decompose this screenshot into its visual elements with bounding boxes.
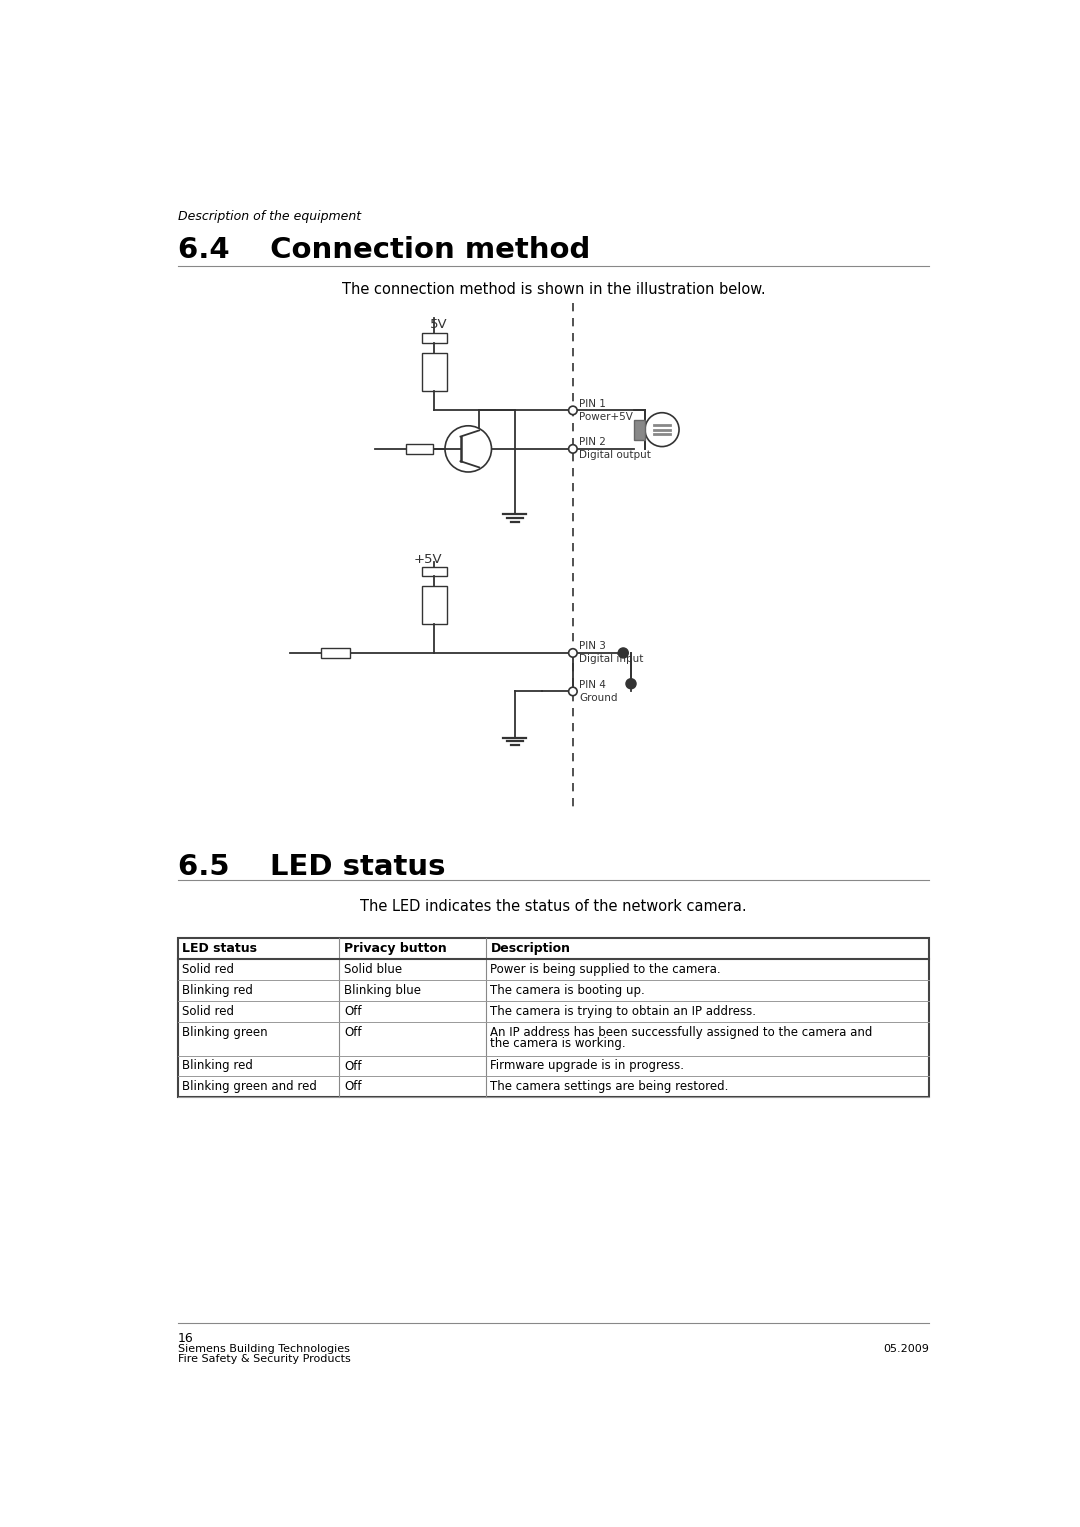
- Text: Power+5V: Power+5V: [579, 412, 633, 421]
- Bar: [422, 586, 446, 625]
- Text: Siemens Building Technologies: Siemens Building Technologies: [177, 1344, 350, 1353]
- Text: Blinking blue: Blinking blue: [343, 983, 421, 997]
- Bar: [422, 353, 446, 391]
- Circle shape: [626, 678, 636, 689]
- Circle shape: [445, 426, 491, 472]
- Circle shape: [568, 444, 577, 454]
- Text: Power is being supplied to the camera.: Power is being supplied to the camera.: [490, 964, 721, 976]
- Bar: [634, 420, 645, 440]
- Text: +5V: +5V: [414, 553, 443, 567]
- Text: LED status: LED status: [183, 942, 257, 954]
- Bar: [321, 649, 350, 658]
- Circle shape: [618, 647, 629, 658]
- Bar: [422, 567, 446, 576]
- Text: Blinking green and red: Blinking green and red: [183, 1080, 318, 1093]
- Circle shape: [568, 687, 577, 696]
- Circle shape: [568, 406, 577, 415]
- Text: 6.4    Connection method: 6.4 Connection method: [177, 235, 590, 264]
- Text: PIN 4: PIN 4: [579, 680, 606, 690]
- Text: Blinking green: Blinking green: [183, 1026, 268, 1038]
- Text: Digital input: Digital input: [579, 655, 644, 664]
- Text: Description: Description: [490, 942, 570, 954]
- Text: 05.2009: 05.2009: [883, 1344, 930, 1353]
- Text: PIN 1: PIN 1: [579, 399, 606, 409]
- Text: Firmware upgrade is in progress.: Firmware upgrade is in progress.: [490, 1060, 685, 1072]
- Text: Solid red: Solid red: [183, 964, 234, 976]
- Text: 5V: 5V: [430, 318, 447, 331]
- Text: The camera is trying to obtain an IP address.: The camera is trying to obtain an IP add…: [490, 1005, 756, 1019]
- Text: An IP address has been successfully assigned to the camera and: An IP address has been successfully assi…: [490, 1026, 873, 1038]
- Text: Blinking red: Blinking red: [183, 983, 253, 997]
- Bar: [422, 333, 446, 342]
- Text: Solid red: Solid red: [183, 1005, 234, 1019]
- Text: 6.5    LED status: 6.5 LED status: [177, 854, 445, 881]
- Circle shape: [645, 412, 679, 446]
- Text: Ground: Ground: [579, 693, 618, 702]
- Text: Off: Off: [343, 1080, 362, 1093]
- Text: PIN 2: PIN 2: [579, 437, 606, 447]
- Text: Description of the equipment: Description of the equipment: [177, 211, 361, 223]
- Bar: [177, 938, 930, 1098]
- Text: The LED indicates the status of the network camera.: The LED indicates the status of the netw…: [361, 899, 746, 915]
- Bar: [406, 444, 433, 454]
- Text: The camera is booting up.: The camera is booting up.: [490, 983, 645, 997]
- Text: the camera is working.: the camera is working.: [490, 1037, 626, 1051]
- Text: 16: 16: [177, 1332, 193, 1345]
- Text: PIN 3: PIN 3: [579, 641, 606, 652]
- Text: Off: Off: [343, 1060, 362, 1072]
- Text: Solid blue: Solid blue: [343, 964, 402, 976]
- Text: The connection method is shown in the illustration below.: The connection method is shown in the il…: [341, 282, 766, 296]
- Text: Off: Off: [343, 1005, 362, 1019]
- Text: The camera settings are being restored.: The camera settings are being restored.: [490, 1080, 729, 1093]
- Text: Blinking red: Blinking red: [183, 1060, 253, 1072]
- Text: Off: Off: [343, 1026, 362, 1038]
- Text: Digital output: Digital output: [579, 450, 651, 461]
- Text: Fire Safety & Security Products: Fire Safety & Security Products: [177, 1353, 350, 1364]
- Circle shape: [568, 649, 577, 657]
- Text: Privacy button: Privacy button: [343, 942, 447, 954]
